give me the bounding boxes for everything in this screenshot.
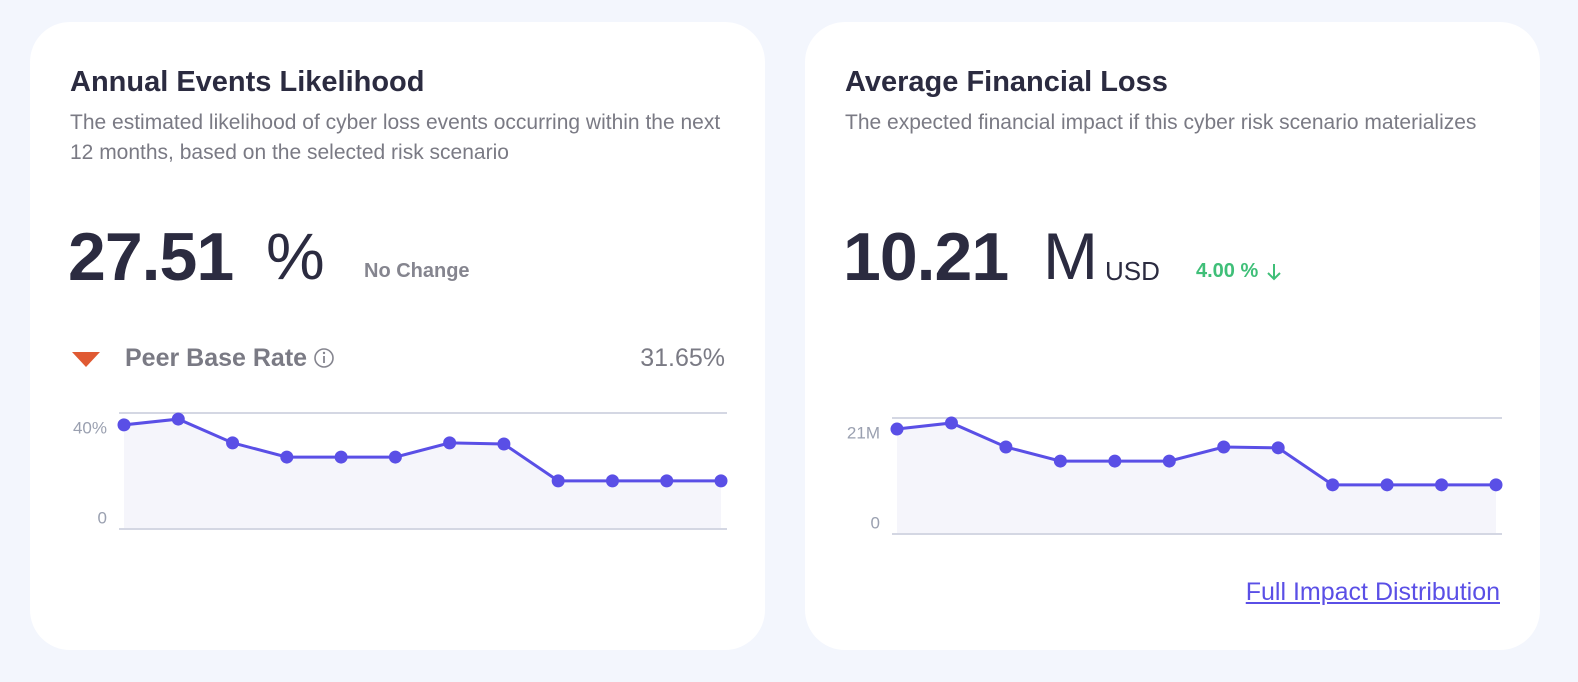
point — [1489, 478, 1503, 492]
point — [1053, 454, 1067, 468]
peer-value: 31.65% — [640, 344, 725, 372]
point — [226, 436, 240, 450]
peer-label: Peer Base Rate — [125, 344, 308, 372]
point — [443, 436, 457, 450]
currency: USD — [1105, 256, 1160, 286]
card-description: The expected financial impact if this cy… — [845, 111, 1477, 134]
point — [1162, 454, 1176, 468]
down-arrow-icon — [1267, 264, 1281, 281]
point — [551, 474, 565, 488]
point — [1326, 478, 1340, 492]
loss-card: Average Financial Loss The expected fina… — [805, 22, 1540, 650]
likelihood-card: Annual Events Likelihood The estimated l… — [30, 22, 765, 650]
sparkline: 0 40% — [73, 412, 728, 530]
point — [714, 474, 728, 488]
line — [896, 421, 1496, 487]
point — [171, 412, 185, 426]
point — [605, 474, 619, 488]
area — [897, 422, 1496, 534]
point — [1380, 478, 1394, 492]
point — [1435, 478, 1449, 492]
point — [999, 440, 1013, 454]
card-title: Annual Events Likelihood — [70, 66, 425, 98]
point — [1271, 441, 1285, 455]
point — [497, 437, 511, 451]
metric-change: No Change — [364, 260, 470, 282]
point — [117, 418, 131, 432]
metric-unit: M — [1043, 219, 1098, 293]
point — [944, 416, 958, 430]
point — [660, 474, 674, 488]
line — [123, 417, 721, 483]
point — [1217, 440, 1231, 454]
area — [124, 419, 721, 529]
full-impact-link[interactable]: Full Impact Distribution — [1245, 578, 1500, 606]
info-icon[interactable] — [313, 347, 335, 369]
metric-value: 27.51 — [68, 219, 234, 295]
card-description: The estimated likelihood of cyber loss e… — [70, 111, 721, 164]
point — [280, 450, 294, 464]
y-tick-label: 0 — [98, 508, 107, 527]
metric-change: 4.00 % — [1196, 260, 1259, 282]
y-tick-label: 40% — [73, 418, 107, 437]
sparkline: 0 21M — [847, 416, 1503, 535]
point — [334, 450, 348, 464]
point — [388, 450, 402, 464]
point — [1108, 454, 1122, 468]
card-title: Average Financial Loss — [845, 66, 1168, 98]
y-tick-label: 21M — [847, 423, 880, 442]
metric-unit: % — [266, 219, 325, 293]
down-triangle-icon — [72, 352, 100, 367]
point — [890, 422, 904, 436]
metric-value: 10.21 — [843, 219, 1009, 295]
y-tick-label: 0 — [871, 513, 880, 532]
